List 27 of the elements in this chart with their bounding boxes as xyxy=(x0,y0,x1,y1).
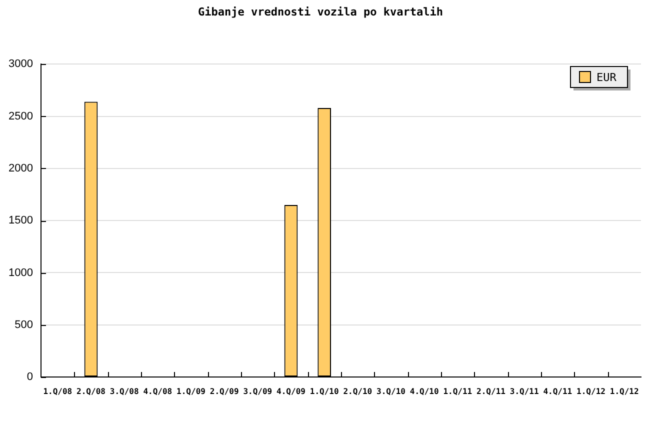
x-tick-label: 4.Q/08 xyxy=(143,386,172,396)
y-tick-label: 1000 xyxy=(8,266,33,279)
x-tick-label: 2.Q/09 xyxy=(210,386,239,396)
y-tick-label: 0 xyxy=(26,371,33,384)
x-tick-label: 2.Q/11 xyxy=(476,386,506,396)
x-tick-label: 2.Q/10 xyxy=(343,386,372,396)
x-tick-label: 2.Q/08 xyxy=(76,386,106,396)
x-tick-label: 1.Q/12 xyxy=(576,386,606,396)
y-tick-label: 2000 xyxy=(8,162,33,174)
x-tick-label: 1.Q/11 xyxy=(443,386,472,396)
y-tick-label: 2500 xyxy=(8,110,33,122)
x-tick-label: 3.Q/09 xyxy=(243,386,272,396)
x-tick-label: 4.Q/10 xyxy=(410,386,439,396)
y-tick-label: 3000 xyxy=(8,58,33,70)
x-tick-label: 3.Q/11 xyxy=(510,386,539,396)
x-tick-label: 1.Q/12 xyxy=(610,386,639,396)
legend-label: EUR xyxy=(596,70,617,84)
y-tick-label: 500 xyxy=(14,318,33,331)
chart-title: Gibanje vrednosti vozila po kvartalih xyxy=(198,5,444,18)
x-tick-label: 3.Q/08 xyxy=(110,386,139,396)
x-tick-label: 3.Q/10 xyxy=(376,386,406,396)
y-tick-label: 1500 xyxy=(8,214,33,227)
x-tick-label: 1.Q/10 xyxy=(310,386,339,396)
x-tick-label: 4.Q/11 xyxy=(543,386,572,396)
x-tick-label: 1.Q/08 xyxy=(43,386,72,396)
x-tick-label: 1.Q/09 xyxy=(176,386,206,396)
x-tick-label: 4.Q/09 xyxy=(276,386,306,396)
